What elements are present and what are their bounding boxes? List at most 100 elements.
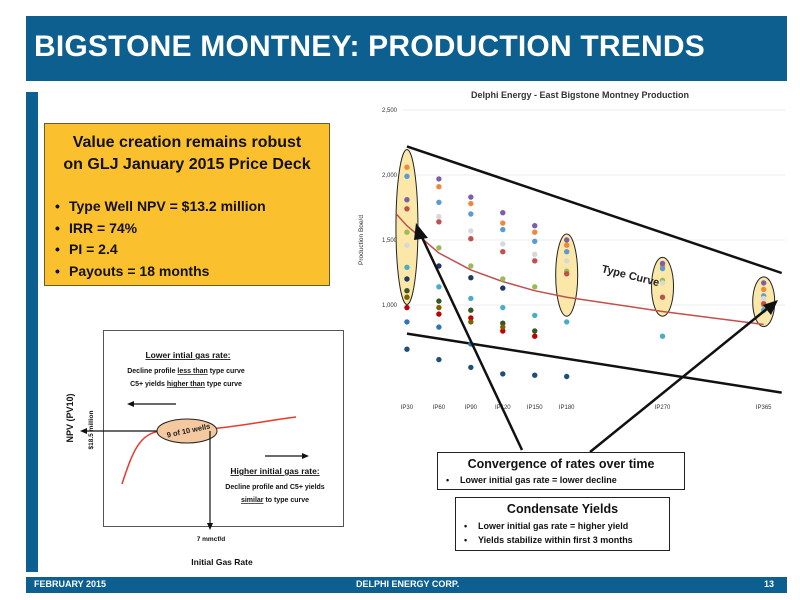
higher-rate-line2: similar to type curve <box>241 497 309 504</box>
data-point <box>532 223 538 229</box>
data-point <box>500 210 506 216</box>
value-bullet: IRR = 74% <box>55 218 266 240</box>
data-points <box>404 164 767 380</box>
header-bar: BIGSTONE MONTNEY: PRODUCTION TRENDS <box>26 16 787 81</box>
data-point <box>532 372 538 378</box>
data-point <box>436 263 442 269</box>
data-point <box>500 241 506 247</box>
npv-y-axis-label: NPV (PV10) <box>65 393 75 442</box>
data-point <box>500 328 506 334</box>
data-point <box>404 304 410 311</box>
x-tick-label: IP30 <box>401 405 414 411</box>
value-bullet: Type Well NPV = $13.2 million <box>55 196 266 218</box>
data-point <box>563 258 570 264</box>
data-point <box>468 263 474 269</box>
data-point <box>500 304 506 311</box>
data-point <box>659 265 666 272</box>
data-point <box>500 249 506 255</box>
npv-x-marker-label: 7 mmcf/d <box>197 536 226 543</box>
data-point <box>532 333 538 339</box>
data-point <box>500 285 506 291</box>
data-point <box>436 219 442 225</box>
npv-horizontal-arrowhead <box>80 428 87 434</box>
data-point <box>404 288 410 294</box>
data-point <box>659 280 666 286</box>
data-point <box>468 211 474 217</box>
npv-chart-box <box>103 330 344 527</box>
data-point <box>468 364 474 371</box>
data-point <box>532 258 538 264</box>
y-tick-label: 2,500 <box>382 108 398 114</box>
x-tick-label: IP365 <box>756 405 772 411</box>
data-point <box>436 284 442 290</box>
x-tick-label: IP270 <box>655 405 671 411</box>
footer-date: FEBRUARY 2015 <box>34 579 107 589</box>
data-point <box>436 304 442 311</box>
data-point <box>563 249 570 255</box>
data-point <box>563 242 570 248</box>
data-point <box>532 312 538 319</box>
page-number: 13 <box>764 579 775 589</box>
higher-rate-title: Higher initial gas rate: <box>230 466 319 476</box>
upper-trend-line <box>406 145 783 275</box>
data-point <box>563 319 570 325</box>
y-tick-label: 2,000 <box>382 173 398 179</box>
data-point <box>532 251 538 257</box>
chart-title: Delphi Energy - East Bigstone Montney Pr… <box>470 90 690 100</box>
data-point <box>761 280 767 286</box>
data-point <box>563 237 570 243</box>
data-point <box>761 286 767 293</box>
data-point <box>468 236 474 242</box>
lower-rate-title: Lower intial gas rate: <box>145 350 230 360</box>
data-point <box>436 356 442 363</box>
higher-rate-line1: Decline profile and C5+ yields <box>225 484 325 491</box>
convergence-bullets: Lower initial gas rate = lower decline <box>446 473 617 487</box>
convergence-title: Convergence of rates over time <box>467 457 655 471</box>
data-point <box>532 238 538 244</box>
left-accent-bar <box>26 92 38 572</box>
data-point <box>468 315 474 321</box>
convergence-bullet: Lower initial gas rate = lower decline <box>446 473 617 487</box>
data-point <box>532 284 538 290</box>
data-point <box>532 328 538 334</box>
value-title-line1: Value creation remains robust <box>72 134 302 151</box>
data-point <box>468 228 474 234</box>
data-point <box>468 194 474 200</box>
page-title: BIGSTONE MONTNEY: PRODUCTION TRENDS <box>34 30 705 63</box>
value-bullet: Payouts = 18 months <box>55 261 266 283</box>
data-point <box>404 206 410 212</box>
data-point <box>436 311 442 317</box>
data-point <box>500 324 506 330</box>
data-point <box>500 276 506 282</box>
data-point <box>468 275 474 281</box>
x-tick-label: IP180 <box>559 405 575 411</box>
data-point <box>404 276 410 282</box>
data-point <box>659 333 666 339</box>
convergence-box: Convergence of rates over time Lower ini… <box>437 452 685 490</box>
value-bullet: PI = 2.4 <box>55 239 266 261</box>
data-point <box>436 213 442 220</box>
x-tick-label: IP60 <box>433 405 446 411</box>
data-point <box>468 295 474 302</box>
data-point <box>563 373 570 380</box>
data-point <box>436 176 442 182</box>
value-creation-box: Value creation remains robust on GLJ Jan… <box>44 123 330 286</box>
condensate-title: Condensate Yields <box>506 502 619 516</box>
data-point <box>659 294 666 300</box>
value-title-line2: on GLJ January 2015 Price Deck <box>63 156 311 173</box>
data-point <box>436 245 442 251</box>
npv-vertical-arrowhead <box>207 523 213 530</box>
data-point <box>500 371 506 377</box>
data-point <box>436 199 442 205</box>
y-tick-labels: 1,000 1,500 2,000 2,500 <box>382 108 398 309</box>
data-point <box>468 319 474 325</box>
data-point <box>404 173 410 179</box>
data-point <box>404 294 410 300</box>
data-point <box>468 200 474 207</box>
data-point <box>659 260 666 267</box>
highlight-ellipse <box>651 256 675 317</box>
data-point <box>761 295 767 302</box>
data-point <box>404 319 410 325</box>
